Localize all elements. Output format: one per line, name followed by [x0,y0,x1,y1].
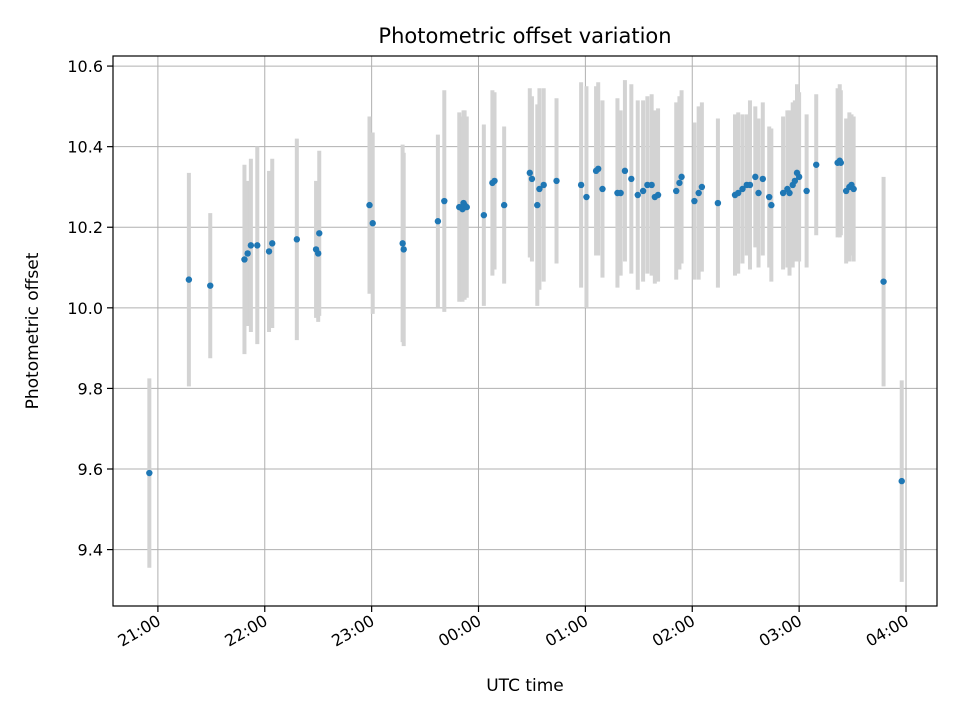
y-axis-label: Photometric offset [23,252,43,409]
y-tick-label: 10.0 [67,299,103,318]
x-axis-label: UTC time [486,676,564,696]
data-point [269,240,276,247]
data-point [803,187,810,195]
data-point [691,197,698,205]
data-point [678,173,685,181]
data-point [634,191,641,199]
data-point [369,220,376,227]
data-point [746,181,754,189]
data-point [752,173,759,181]
data-point [676,179,683,187]
data-point [779,189,787,197]
y-axis-ticks: 9.4 9.6 9.8 10.0 10.2 10.4 10.6 [67,57,113,560]
data-point [599,185,606,193]
data-point [739,185,746,193]
y-tick-label: 9.8 [78,379,103,398]
data-point [316,230,323,237]
data-point [491,177,498,185]
y-tick-label: 9.4 [78,541,103,560]
data-point [673,187,680,195]
data-point [400,246,407,253]
data-point [755,189,762,197]
data-point [434,218,442,225]
data-point [540,181,547,189]
data-point [768,201,775,209]
data-point [698,183,706,191]
data-point [185,276,193,283]
data-point [880,278,887,285]
data-point [366,201,373,209]
data-point [898,477,905,485]
data-points [146,157,905,485]
data-point [766,193,773,201]
data-point [617,189,624,197]
data-point [628,175,635,183]
data-point [463,203,470,211]
data-point [399,240,406,247]
data-point [621,167,629,175]
data-point [695,189,702,197]
chart-title: Photometric offset variation [378,24,671,48]
data-point [786,189,793,197]
data-point [714,199,722,207]
data-point [526,169,534,177]
data-point [795,173,803,181]
data-point [577,181,585,189]
data-point [480,211,488,219]
data-point [648,181,655,189]
data-point [254,242,261,249]
data-point [247,242,255,249]
data-point [293,236,301,243]
data-point [534,201,541,209]
y-tick-label: 10.6 [67,57,103,76]
y-tick-label: 9.6 [78,460,103,479]
data-point [536,185,543,193]
data-point [207,282,214,289]
data-point [583,193,590,201]
data-point [314,250,322,257]
data-point [528,175,536,183]
data-point [241,256,248,263]
data-point [837,159,845,166]
data-point [595,165,602,173]
data-point [654,191,662,199]
data-point [265,248,273,255]
data-point [639,187,647,195]
y-tick-label: 10.4 [67,138,103,157]
plot-frame [112,55,938,607]
y-tick-label: 10.2 [67,218,103,237]
data-point [244,250,251,257]
data-point [146,469,153,477]
data-point [813,161,820,168]
data-point [759,175,766,183]
data-point [500,201,508,209]
data-point [735,189,742,197]
data-point [553,177,560,185]
data-point [791,177,799,185]
data-point [850,185,857,193]
data-point [441,197,448,205]
